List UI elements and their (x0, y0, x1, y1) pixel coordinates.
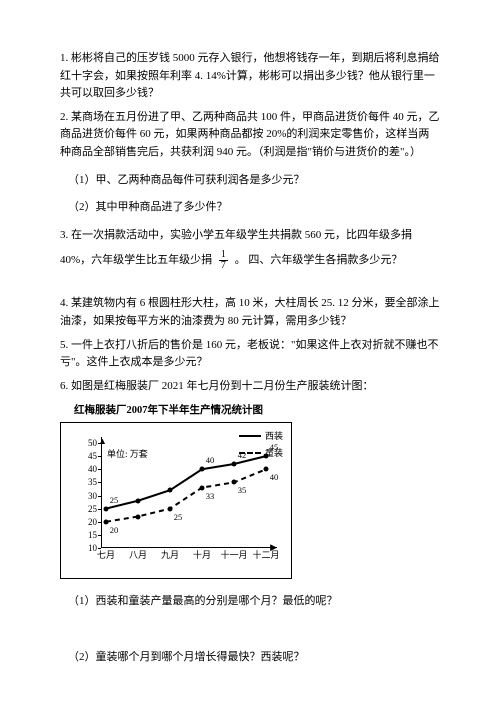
x-tick-label: 九月 (161, 548, 179, 562)
question-6-part-1: （1）西装和童装产量最高的分别是哪个月？最低的呢？ (68, 593, 440, 611)
y-tick-label: 40 (77, 462, 97, 476)
question-1: 1. 彬彬将自己的压岁钱 5000 元存入银行，他想将钱存一年，到期后将利息捐给… (60, 50, 440, 103)
chart-marker (136, 498, 141, 503)
question-4: 4. 某建筑物内有 6 根圆柱形大柱，高 10 米，大柱周长 25. 12 分米… (60, 295, 440, 330)
chart-marker (104, 519, 109, 524)
y-tick-label: 20 (77, 515, 97, 529)
question-2-part-1: （1）甲、乙两种商品每件可获利润各是多少元？ (68, 172, 440, 190)
chart-value-label: 45 (270, 441, 279, 455)
question-5: 5. 一件上衣打八折后的售价是 160 元，老板说："如果这件上衣对折就不赚也不… (60, 337, 440, 372)
chart-value-label: 25 (174, 511, 183, 525)
chart-container: 红梅服装厂2007年下半年生产情况统计图 西装 童装 单位: 万套 ▲ ▶ 10… (60, 403, 440, 579)
chart-marker (168, 488, 173, 493)
chart-title: 红梅服装厂2007年下半年生产情况统计图 (74, 403, 440, 420)
fraction-denominator: 7 (219, 261, 228, 271)
chart-marker (136, 514, 141, 519)
chart-marker (168, 506, 173, 511)
y-tick-mark (98, 509, 101, 510)
chart-axes: ▲ ▶ 101520253035404550七月八月九月十月十一月十二月2540… (101, 443, 271, 548)
question-6: 6. 如图是红梅服装厂 2021 年七月份到十二月份生产服装统计图： (60, 378, 440, 396)
question-2: 2. 某商场在五月份进了甲、乙两种商品共 100 件，甲商品进货价每件 40 元… (60, 109, 440, 162)
y-tick-label: 30 (77, 488, 97, 502)
y-tick-label: 50 (77, 436, 97, 450)
fraction-icon: 1 7 (219, 250, 228, 271)
x-tick-label: 八月 (129, 548, 147, 562)
question-6-part-2: （2）童装哪个月到哪个月增长得最快？西装呢？ (68, 649, 440, 667)
y-tick-mark (98, 496, 101, 497)
chart-marker (200, 467, 205, 472)
chart-marker (232, 480, 237, 485)
x-tick-label: 十月 (193, 548, 211, 562)
chart-value-label: 33 (206, 490, 215, 504)
y-tick-mark (98, 469, 101, 470)
chart-marker (232, 462, 237, 467)
x-tick-label: 七月 (97, 548, 115, 562)
chart-marker (264, 467, 269, 472)
legend-line-solid-icon (239, 435, 261, 437)
chart-value-label: 35 (238, 485, 247, 499)
y-tick-label: 35 (77, 475, 97, 489)
y-tick-label: 15 (77, 528, 97, 542)
chart-box: 西装 童装 单位: 万套 ▲ ▶ 101520253035404550七月八月九… (60, 422, 292, 579)
y-tick-mark (98, 456, 101, 457)
y-tick-label: 25 (77, 502, 97, 516)
question-3-line-b: 40%，六年级学生比五年级少捐 1 7 。 四、六年级学生各捐款多少元？ (60, 250, 440, 271)
chart-marker (104, 506, 109, 511)
x-tick-label: 十二月 (252, 548, 279, 562)
x-tick-label: 十一月 (220, 548, 247, 562)
chart-value-label: 42 (238, 449, 247, 463)
y-tick-mark (98, 522, 101, 523)
chart-value-label: 40 (206, 455, 215, 469)
chart-value-label: 25 (110, 494, 119, 508)
y-tick-label: 10 (77, 541, 97, 555)
chart-marker (200, 485, 205, 490)
y-tick-mark (98, 535, 101, 536)
chart-marker (264, 454, 269, 459)
q3b-pre: 40%，六年级学生比五年级少捐 (60, 254, 212, 266)
y-tick-mark (98, 443, 101, 444)
question-3-line-a: 3. 在一次捐款活动中，实验小学五年级学生共捐款 560 元，比四年级多捐 (60, 227, 440, 245)
chart-value-label: 40 (270, 472, 279, 486)
chart-value-label: 20 (110, 524, 119, 538)
y-tick-mark (98, 482, 101, 483)
y-tick-label: 45 (77, 449, 97, 463)
question-2-part-2: （2）其中甲种商品进了多少件？ (68, 199, 440, 217)
q3b-post: 。 四、六年级学生各捐款多少元？ (235, 254, 403, 266)
